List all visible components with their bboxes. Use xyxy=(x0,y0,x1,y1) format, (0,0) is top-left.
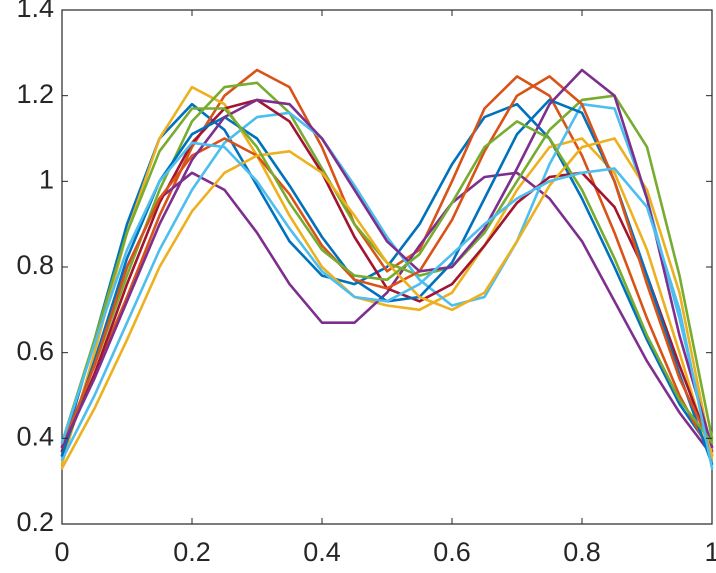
data-line xyxy=(60,75,714,449)
y-tick-label: 1 xyxy=(39,164,54,194)
data-line xyxy=(60,68,714,449)
data-line xyxy=(60,68,714,457)
y-tick-label: 0.6 xyxy=(16,336,54,366)
data-line xyxy=(60,171,714,457)
x-tick-label: 0.6 xyxy=(433,537,471,567)
data-line xyxy=(60,107,714,444)
y-tick-label: 0.4 xyxy=(16,421,54,451)
x-tick-label: 0.8 xyxy=(563,537,601,567)
data-line xyxy=(60,102,714,462)
data-line xyxy=(60,141,714,470)
data-line xyxy=(60,137,714,470)
x-tick-label: 1 xyxy=(704,537,716,567)
y-tick-label: 0.8 xyxy=(16,250,54,280)
x-tick-label: 0.2 xyxy=(173,537,211,567)
data-line xyxy=(60,102,714,453)
x-tick-label: 0 xyxy=(54,537,69,567)
x-tick-label: 0.4 xyxy=(303,537,341,567)
y-tick-label: 1.4 xyxy=(16,0,54,23)
y-tick-label: 0.2 xyxy=(16,507,54,537)
y-tick-label: 1.2 xyxy=(16,79,54,109)
data-line xyxy=(60,85,714,466)
